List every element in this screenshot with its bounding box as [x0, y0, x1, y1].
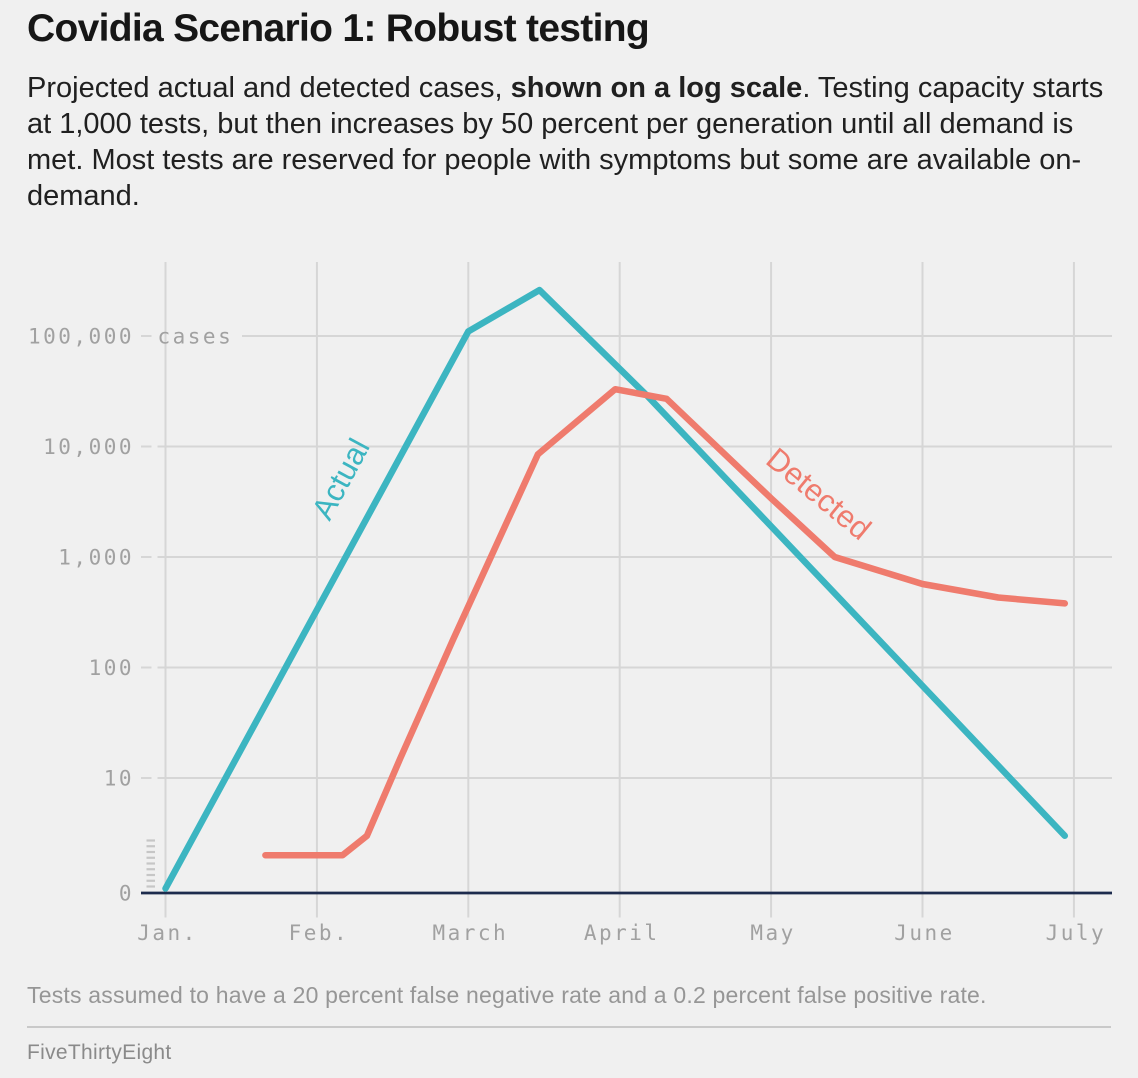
chart-title: Covidia Scenario 1: Robust testing [27, 7, 650, 50]
chart-footnote: Tests assumed to have a 20 percent false… [27, 982, 987, 1008]
subtitle-text-after: . Testing capacity starts at 1,000 tests… [27, 72, 1104, 212]
y-tick-label: 10 [104, 767, 134, 791]
x-tick-label: June [894, 921, 955, 945]
y-axis-unit-label: cases [158, 325, 234, 349]
subtitle-bold-text: shown on a log scale [510, 72, 803, 104]
x-tick-label: July [1046, 921, 1107, 945]
actual-line [162, 286, 1069, 892]
attribution-wordmark: FiveThirtyEight [27, 1041, 172, 1064]
x-tick-label: April [584, 921, 660, 945]
y-tick-label-zero: 0 [119, 882, 134, 906]
y-tick-label: 10,000 [43, 435, 134, 459]
x-tick-label: Jan. [137, 921, 198, 945]
y-tick-label: 100,000 [28, 325, 134, 349]
subtitle-text: Projected actual and detected cases, [27, 72, 511, 104]
x-tick-label: Feb. [289, 921, 350, 945]
y-tick-label: 1,000 [58, 546, 134, 570]
detected-line [262, 385, 1069, 859]
footer-divider [27, 1026, 1111, 1028]
y-tick-label: 100 [89, 656, 134, 680]
chart-subtitle: Projected actual and detected cases, sho… [27, 70, 1115, 214]
x-tick-label: May [750, 921, 795, 945]
x-tick-label: March [432, 921, 508, 945]
